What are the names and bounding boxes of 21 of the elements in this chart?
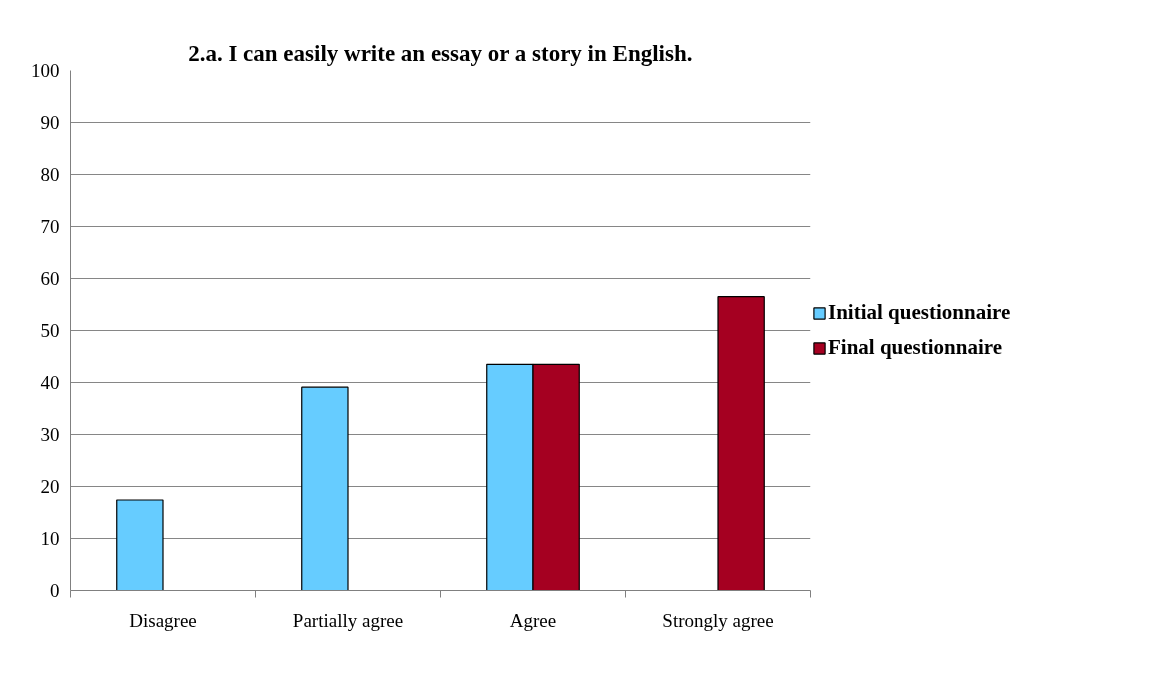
x-tick-label: Disagree [129, 609, 197, 631]
y-tick-label: 40 [40, 372, 60, 393]
bar [717, 296, 765, 591]
y-tick-label: 80 [40, 164, 60, 185]
y-tick-label: 10 [40, 528, 60, 549]
y-tick-label: 90 [40, 112, 60, 133]
bar [116, 499, 164, 591]
legend-label: Initial questionnaire [828, 300, 1011, 325]
y-tick-label: 50 [40, 320, 60, 341]
x-tick-label: Partially agree [292, 609, 404, 631]
bar [301, 386, 349, 591]
y-tick-label: 70 [40, 216, 60, 237]
x-tick-label: Agree [509, 609, 557, 631]
y-tick-label: 30 [40, 424, 60, 445]
y-tick-label: 60 [40, 268, 60, 289]
x-tick-label: Strongly agree [662, 609, 774, 631]
chart-title: 2.a. I can easily write an essay or a story in English. [188, 40, 693, 66]
legend-label: Final questionnaire [828, 335, 1003, 360]
y-tick-label: 0 [50, 580, 60, 601]
y-tick-label: 20 [40, 476, 60, 497]
y-tick-label: 100 [31, 60, 60, 81]
